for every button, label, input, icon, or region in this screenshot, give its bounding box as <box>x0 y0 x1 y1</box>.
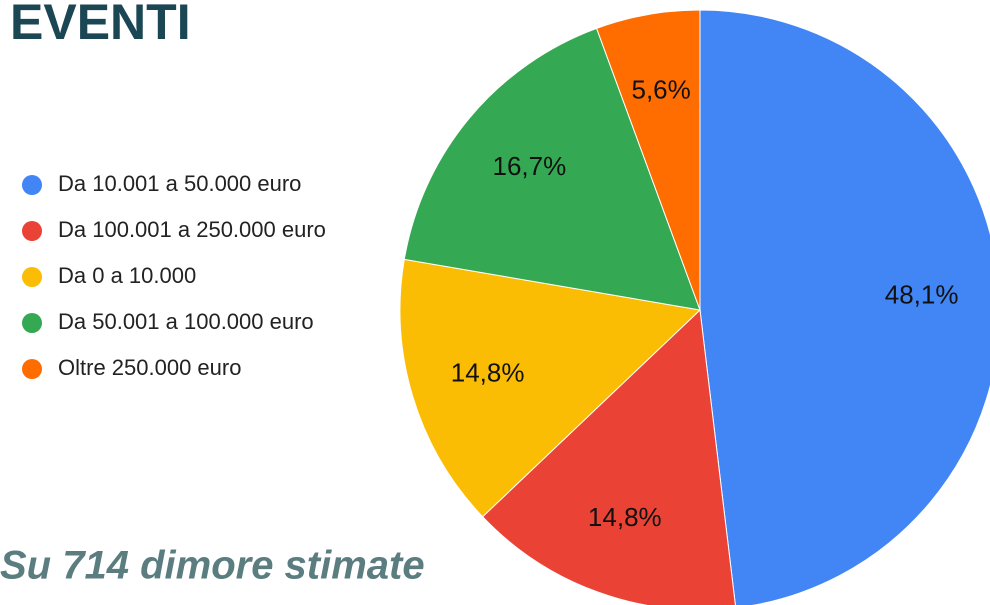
slice-label: 14,8% <box>588 502 662 532</box>
pie-slice <box>399 258 702 518</box>
legend-marker <box>22 359 42 379</box>
legend-label: Da 50.001 a 100.000 euro <box>58 309 314 334</box>
legend-marker <box>22 313 42 333</box>
legend-marker <box>22 267 42 287</box>
subtitle: Su 714 dimore stimate <box>0 544 425 588</box>
legend-label: Oltre 250.000 euro <box>58 355 241 380</box>
pie: 48,1% 14,8% 14,8% 16,7% 5,6% <box>399 9 990 605</box>
pie-slice <box>481 308 736 605</box>
slice-label: 14,8% <box>451 357 525 387</box>
slice-label: 16,7% <box>493 151 567 181</box>
chart-title: EVENTI <box>10 0 191 50</box>
pie-slice <box>595 9 701 311</box>
legend-marker <box>22 221 42 241</box>
pie-slice <box>699 9 990 605</box>
slice-label: 5,6% <box>632 74 691 104</box>
legend-label: Da 100.001 a 250.000 euro <box>58 217 326 242</box>
legend-label: Da 10.001 a 50.000 euro <box>58 171 301 196</box>
pie-slice <box>403 27 701 311</box>
legend-label: Da 0 a 10.000 <box>58 263 196 288</box>
slice-label: 48,1% <box>885 280 959 310</box>
legend-marker <box>22 175 42 195</box>
